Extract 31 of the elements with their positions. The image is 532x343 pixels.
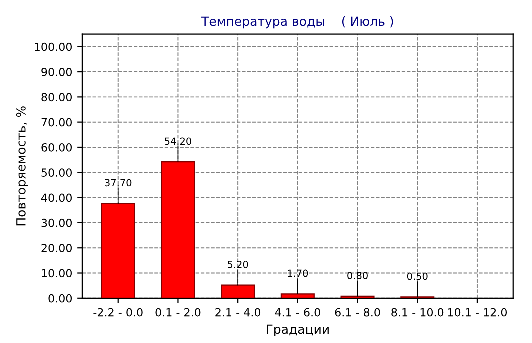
y-tick-label: 30.00 (42, 218, 72, 228)
chart-title: Температура воды ( Июль ) (201, 16, 394, 29)
bar (221, 284, 256, 298)
data-label: 0.80 (348, 272, 368, 280)
bar (280, 294, 315, 298)
y-axis-title: Повторяемость, % (16, 106, 28, 226)
y-tick-label: 0.00 (48, 294, 72, 303)
bar (161, 162, 196, 298)
y-tick-label: 20.00 (42, 244, 72, 252)
bar (101, 203, 136, 298)
y-tick-label: 60.00 (42, 143, 72, 152)
data-label: 1.70 (288, 270, 308, 278)
x-tick-label: 8.1 - 10.0 (392, 308, 444, 317)
y-tick-label: 70.00 (42, 118, 72, 127)
data-label: 54.20 (165, 138, 192, 146)
x-tick-label: 2.1 - 4.0 (216, 308, 261, 317)
y-tick-label: 10.00 (42, 269, 72, 278)
x-tick-label: 0.1 - 2.0 (156, 308, 201, 317)
x-tick-label: 10.1 - 12.0 (448, 308, 508, 317)
y-tick-label: 40.00 (41, 194, 72, 202)
data-label: 37.70 (105, 179, 132, 187)
y-tick-label: 50.00 (42, 168, 72, 178)
y-tick-label: 90.00 (42, 68, 72, 76)
x-tick-label: 6.1 - 8.0 (335, 308, 380, 317)
data-label: 0.50 (407, 272, 428, 280)
data-label: 5.20 (228, 261, 248, 268)
y-tick-label: 80.00 (42, 93, 72, 102)
x-tick-label: 4.1 - 6.0 (275, 308, 320, 317)
x-tick-label: -2.2 - 0.0 (94, 308, 143, 317)
y-tick-label: 100.00 (35, 42, 72, 52)
x-axis-title: Градации (267, 324, 329, 337)
